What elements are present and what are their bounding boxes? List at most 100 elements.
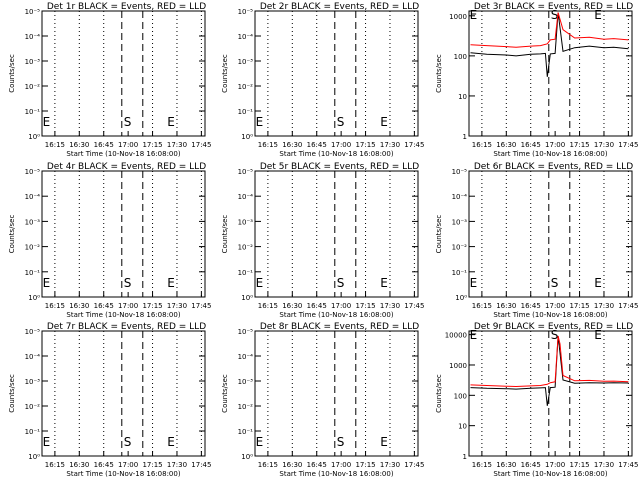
plot-frame [468,170,633,298]
x-tick-label: 16:45 [307,141,327,149]
marker-e: E [167,435,175,449]
marker-s: S [124,115,132,129]
y-tick-label: 10⁻⁵ [238,8,254,16]
panel-title: Det 3r BLACK = Events, RED = LLD [474,2,633,12]
x-tick-label: 16:45 [307,302,327,310]
marker-e: E [256,115,264,129]
x-tick-label: 17:45 [404,141,424,149]
marker-e: E [167,115,175,129]
y-axis-label: Counts/sec [221,54,229,93]
x-tick-label: 17:00 [331,302,351,310]
y-tick-label: 10⁰ [241,133,253,141]
x-tick-label: 17:00 [545,141,565,149]
marker-e: E [167,276,175,290]
x-tick-label: 17:00 [331,461,351,469]
x-tick-label: 16:30 [496,141,516,149]
x-tick-label: 17:30 [380,461,400,469]
x-tick-label: 17:45 [191,302,211,310]
y-axis-label: Counts/sec [8,54,16,93]
y-tick-label: 10⁻⁴ [25,353,41,361]
x-tick-label: 17:30 [594,141,614,149]
y-tick-label: 10⁻¹ [238,108,254,116]
x-tick-label: 17:00 [118,141,138,149]
x-tick-label: 17:30 [167,302,187,310]
y-tick-label: 10⁻² [238,83,254,91]
y-axis-label: Counts/sec [221,374,229,413]
y-tick-label: 10⁰ [241,294,253,302]
y-tick-label: 10⁰ [28,294,40,302]
marker-s: S [551,328,559,342]
marker-s: S [337,276,345,290]
x-tick-label: 17:15 [355,141,375,149]
y-tick-label: 10⁻² [238,244,254,252]
marker-e: E [594,8,602,22]
y-tick-label: 10⁻⁵ [25,8,41,16]
panel-det-6r: Det 6r BLACK = Events, RED = LLD 10⁰ 10⁻¹ 1… [435,162,638,319]
marker-s: S [551,8,559,22]
x-tick-label: 16:30 [496,461,516,469]
y-tick-label: 10⁻⁴ [25,33,41,41]
x-tick-label: 17:15 [142,461,162,469]
x-tick-label: 16:30 [282,461,302,469]
x-tick-label: 16:15 [472,302,492,310]
y-tick-label: 10⁻² [452,244,468,252]
x-tick-label: 16:30 [69,461,89,469]
y-tick-label: 10⁻⁴ [238,353,254,361]
y-tick-label: 10⁻⁵ [25,328,41,336]
y-tick-label: 1000 [449,13,467,21]
plot-frame [41,10,206,137]
x-tick-label: 17:30 [594,302,614,310]
x-axis-label: Start Time (10-Nov-18 16:08:00) [279,470,393,478]
marker-e: E [380,276,388,290]
x-tick-label: 16:30 [69,302,89,310]
y-tick-label: 10⁻² [25,403,41,411]
y-tick-label: 1 [463,453,467,461]
x-tick-label: 17:45 [404,302,424,310]
x-tick-label: 16:45 [521,141,541,149]
panel-det-3r: Det 3r BLACK = Events, RED = LLD 1 10 100 10… [435,2,638,158]
plot-frame [468,10,633,137]
y-tick-label: 1 [463,133,467,141]
marker-s: S [124,435,132,449]
x-tick-label: 16:45 [94,141,114,149]
x-tick-label: 16:15 [472,461,492,469]
x-tick-label: 16:45 [94,302,114,310]
plot-frame [41,170,206,298]
x-tick-label: 17:45 [618,141,638,149]
marker-e: E [380,115,388,129]
x-tick-label: 16:30 [69,141,89,149]
y-tick-label: 10⁰ [241,453,253,461]
y-tick-label: 100 [454,53,467,61]
y-tick-label: 10⁻² [25,244,41,252]
y-tick-label: 10⁻³ [25,58,41,66]
y-tick-label: 10⁰ [28,133,40,141]
panel-title: Det 5r BLACK = Events, RED = LLD [260,162,419,172]
series-events-line [470,12,629,77]
y-tick-label: 10000 [445,332,467,340]
x-tick-label: 17:45 [191,461,211,469]
x-tick-label: 17:00 [545,461,565,469]
x-axis-label: Start Time (10-Nov-18 16:08:00) [66,311,180,319]
plot-frame [254,10,419,137]
marker-e: E [43,276,51,290]
x-tick-label: 17:15 [569,141,589,149]
marker-e: E [256,435,264,449]
y-tick-label: 10⁻⁵ [238,328,254,336]
x-tick-label: 16:15 [472,141,492,149]
panel-title: Det 1r BLACK = Events, RED = LLD [47,2,206,12]
y-tick-label: 10⁻³ [452,218,468,226]
x-axis-label: Start Time (10-Nov-18 16:08:00) [493,150,607,158]
marker-e: E [380,435,388,449]
x-tick-label: 17:00 [118,461,138,469]
x-axis-label: Start Time (10-Nov-18 16:08:00) [493,311,607,319]
series-lld-line [470,12,629,48]
y-tick-label: 10⁻¹ [452,269,468,277]
x-tick-label: 16:30 [496,302,516,310]
series-lld-line [470,335,629,388]
x-tick-label: 17:30 [167,141,187,149]
x-tick-label: 17:15 [355,302,375,310]
x-tick-label: 16:45 [94,461,114,469]
x-tick-label: 16:30 [282,141,302,149]
y-tick-label: 10⁻¹ [25,269,41,277]
